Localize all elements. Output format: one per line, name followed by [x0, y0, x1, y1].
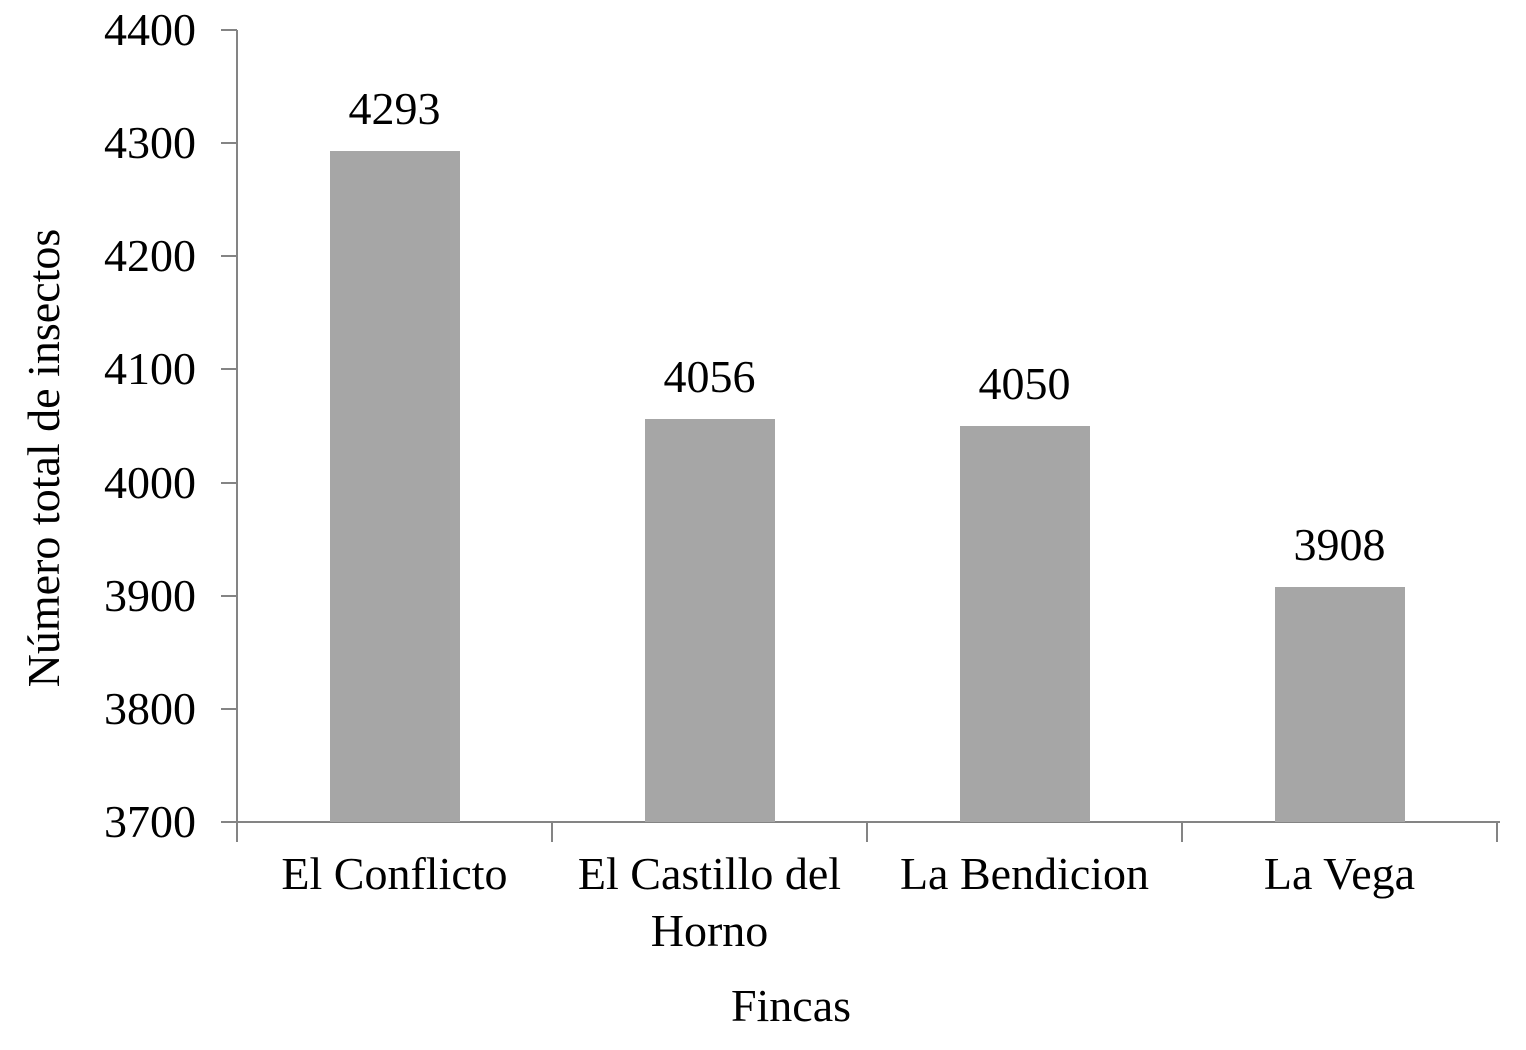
- y-axis-tick-label: 4200: [104, 230, 196, 282]
- bar-value-label: 3908: [1293, 518, 1386, 570]
- y-axis-tick-label: 3700: [104, 796, 196, 847]
- y-axis-tick-mark: [221, 142, 237, 145]
- y-axis-tick-mark: [221, 481, 237, 484]
- category-label: El Conflicto: [281, 848, 508, 899]
- category-label: La Vega: [1263, 848, 1416, 899]
- x-axis-tick-mark: [866, 821, 868, 842]
- x-axis-tick-mark: [551, 821, 553, 842]
- x-axis-tick-mark: [236, 821, 238, 842]
- y-axis-tick-mark: [221, 368, 237, 371]
- y-axis-tick-label: 3800: [104, 682, 196, 734]
- x-axis-title: Fincas: [730, 980, 852, 1031]
- bar: [329, 151, 460, 822]
- x-axis-tick-mark: [1181, 821, 1183, 842]
- x-axis-tick-mark: [1496, 821, 1498, 842]
- y-axis-tick-mark: [221, 255, 237, 258]
- category-label: La Bendicion: [899, 848, 1150, 899]
- y-axis-tick-label: 3900: [104, 569, 196, 621]
- bar-value-label: 4050: [978, 358, 1071, 409]
- bar: [1274, 586, 1405, 822]
- y-axis-tick-mark: [221, 707, 237, 710]
- y-axis-tick-mark: [221, 29, 237, 31]
- y-axis-tick-mark: [221, 821, 237, 823]
- bar-value-label: 4293: [348, 83, 441, 135]
- y-axis-tick-label: 4300: [104, 117, 196, 169]
- y-axis-line: [236, 30, 238, 823]
- bar-value-label: 4056: [663, 351, 756, 403]
- category-label: El Castillo del Horno: [577, 848, 842, 956]
- y-axis-tick-label: 4100: [104, 343, 196, 395]
- y-axis-tick-mark: [221, 594, 237, 597]
- bar: [959, 426, 1090, 822]
- x-axis-line: [221, 821, 1500, 823]
- bar: [644, 419, 775, 822]
- y-axis-tick-label: 4000: [104, 456, 196, 508]
- y-axis-tick-label: 4400: [104, 4, 196, 55]
